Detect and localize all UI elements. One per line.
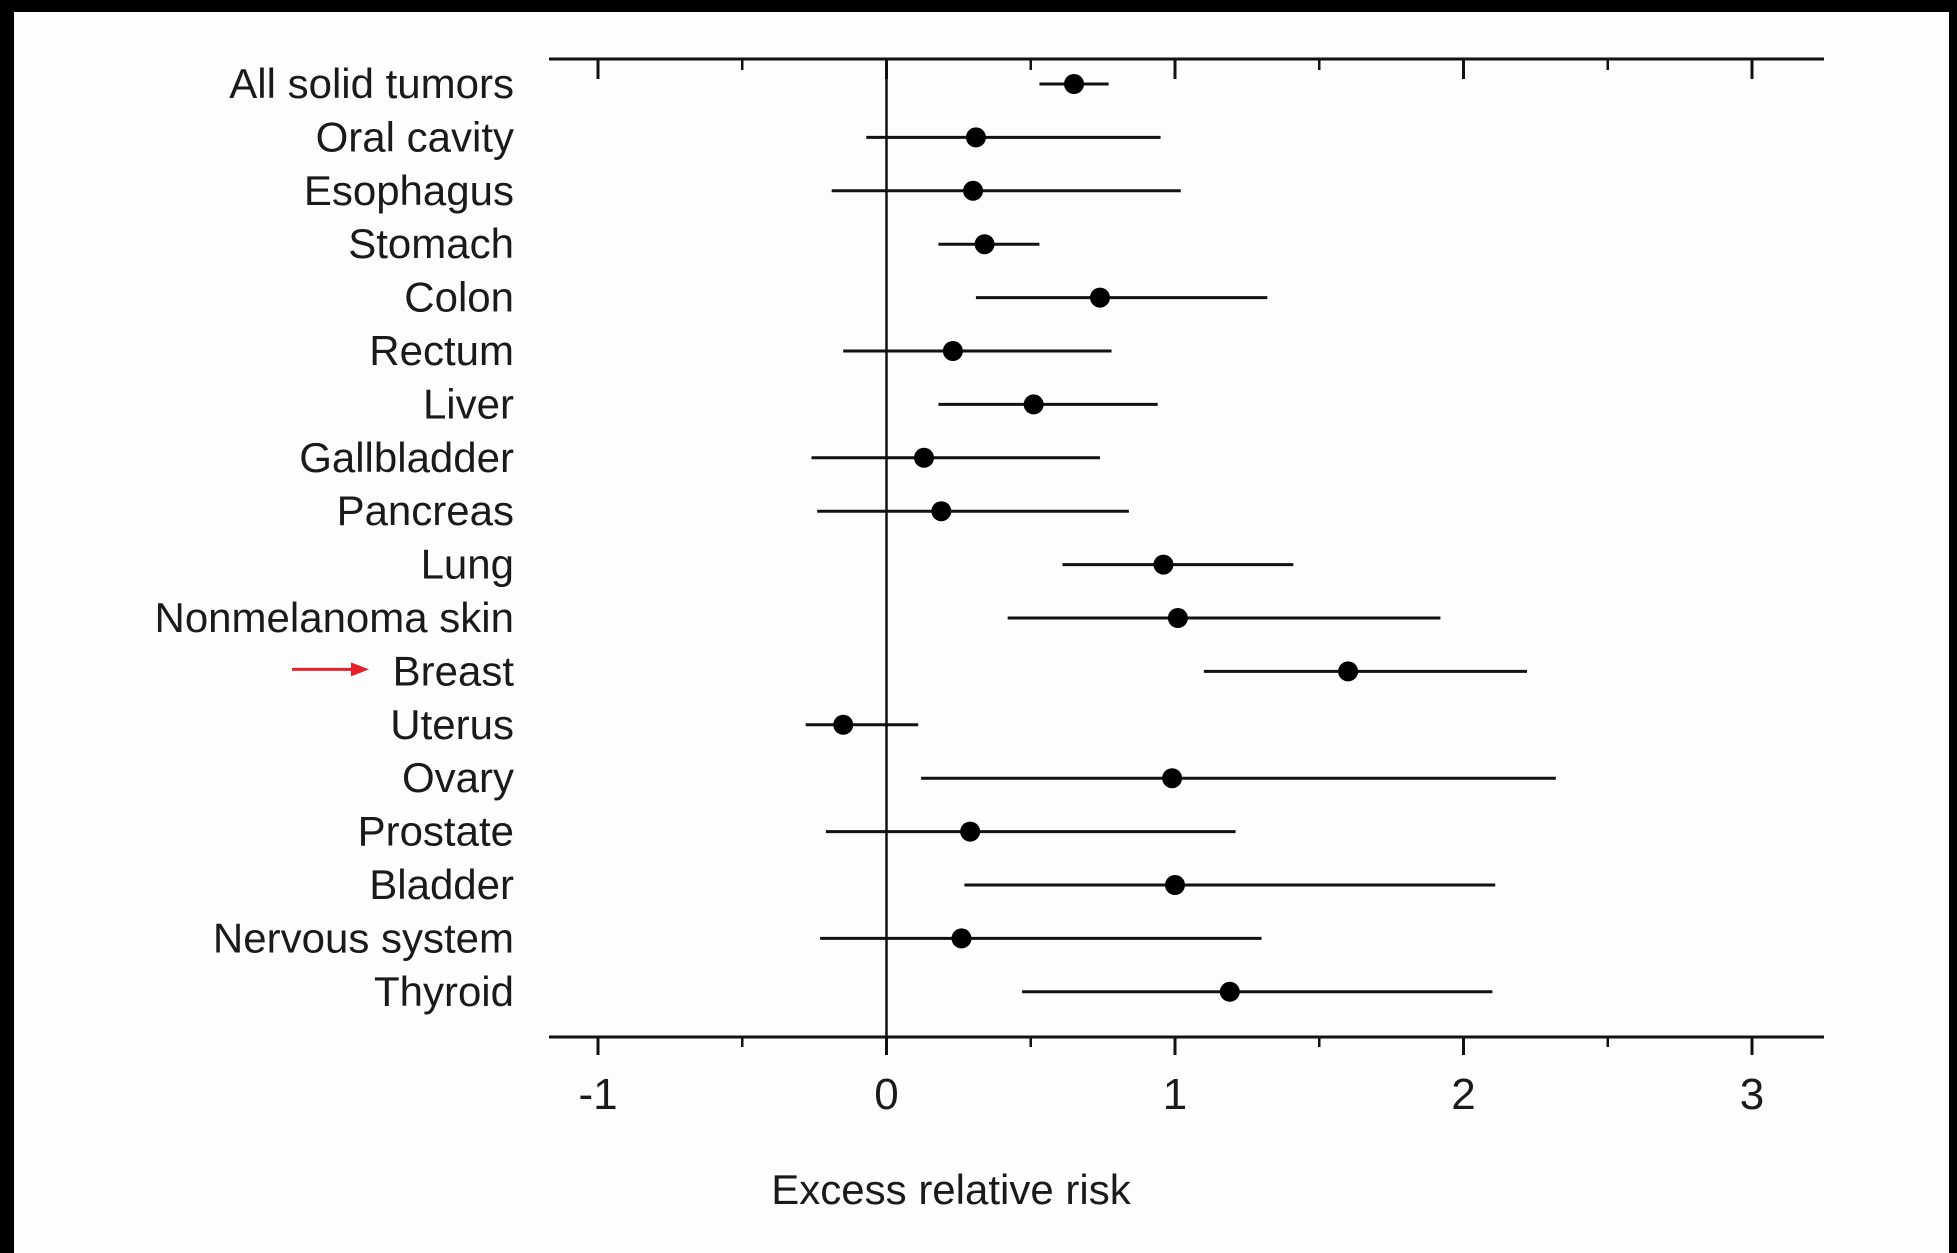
point-estimate bbox=[960, 821, 981, 842]
point-estimate bbox=[963, 180, 984, 201]
category-label: Oral cavity bbox=[316, 113, 514, 160]
plot-frame bbox=[549, 57, 1824, 1039]
forest-plot: -1 0 1 2 3 All solid tumors Oral cavity Esopha… bbox=[154, 57, 1824, 1213]
category-label: Nervous system bbox=[213, 914, 514, 961]
point-estimate bbox=[1338, 661, 1359, 682]
category-label: Esophagus bbox=[304, 167, 514, 214]
point-estimate bbox=[942, 341, 963, 361]
point-estimate bbox=[1219, 981, 1240, 1002]
point-estimate bbox=[974, 234, 995, 255]
x-tick-label: 1 bbox=[1163, 1070, 1187, 1119]
x-tick-label: 0 bbox=[874, 1070, 898, 1119]
point-estimate bbox=[1162, 768, 1183, 789]
point-estimate bbox=[1089, 287, 1110, 308]
point-estimate bbox=[951, 928, 972, 949]
category-label: Nonmelanoma skin bbox=[154, 594, 514, 641]
category-label: Bladder bbox=[369, 861, 514, 908]
category-label: Pancreas bbox=[337, 487, 514, 534]
x-axis-ticks: -1 0 1 2 3 bbox=[578, 59, 1764, 1119]
point-estimate bbox=[1167, 608, 1188, 628]
x-tick-label: 3 bbox=[1740, 1070, 1764, 1119]
category-label: All solid tumors bbox=[229, 60, 514, 107]
point-estimate bbox=[1064, 74, 1085, 94]
point-estimate bbox=[1153, 554, 1174, 575]
x-tick-label: -1 bbox=[578, 1070, 617, 1119]
highlight-arrow-icon bbox=[351, 662, 369, 677]
category-label: Uterus bbox=[390, 701, 514, 748]
point-estimate bbox=[931, 501, 952, 522]
category-label: Prostate bbox=[358, 808, 514, 855]
category-label: Thyroid bbox=[374, 968, 514, 1015]
category-label: Gallbladder bbox=[299, 434, 514, 481]
category-label: Stomach bbox=[348, 220, 514, 267]
point-estimate bbox=[914, 447, 935, 468]
category-label: Breast bbox=[393, 647, 515, 694]
category-label: Lung bbox=[421, 541, 514, 588]
category-label: Liver bbox=[423, 380, 514, 427]
rows bbox=[805, 74, 1556, 1002]
point-estimate bbox=[833, 714, 854, 735]
point-estimate bbox=[1023, 394, 1044, 415]
x-tick-label: 2 bbox=[1451, 1070, 1475, 1119]
category-label: Ovary bbox=[402, 754, 514, 801]
category-label: Colon bbox=[404, 274, 514, 321]
point-estimate bbox=[965, 127, 986, 148]
category-label: Rectum bbox=[369, 327, 514, 374]
category-labels: All solid tumors Oral cavity Esophagus Stom… bbox=[154, 60, 514, 1015]
chart-panel: -1 0 1 2 3 All solid tumors Oral cavity Esopha… bbox=[14, 12, 1949, 1253]
x-axis-title: Excess relative risk bbox=[771, 1166, 1131, 1213]
point-estimate bbox=[1165, 875, 1185, 895]
